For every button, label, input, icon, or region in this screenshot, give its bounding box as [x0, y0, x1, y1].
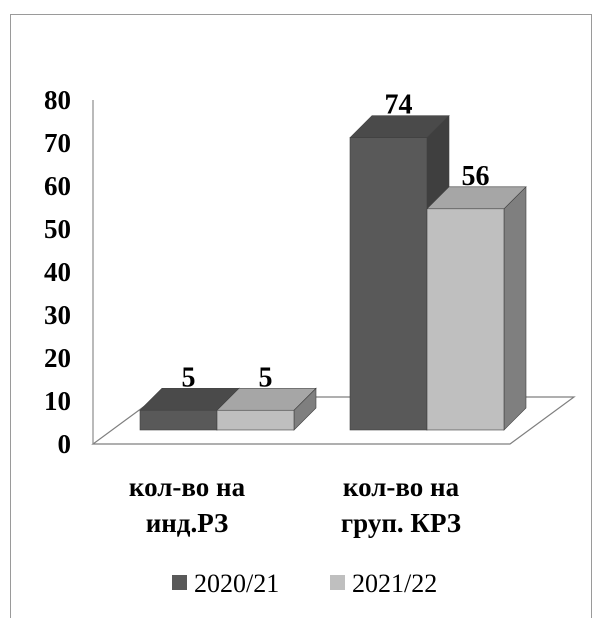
data-labels: 5 5 74 56: [182, 90, 490, 394]
y-tick-label: 0: [58, 429, 72, 459]
y-tick-label: 60: [44, 171, 71, 201]
bar-front: [139, 409, 218, 431]
y-tick-label: 50: [44, 214, 71, 244]
y-tick-label: 40: [44, 257, 71, 287]
bar-front: [426, 208, 505, 431]
bar-front: [349, 137, 428, 431]
y-tick-label: 20: [44, 343, 71, 373]
category-label: кол-во на: [343, 472, 460, 502]
y-tick-label: 70: [44, 128, 71, 158]
bar: [216, 387, 317, 431]
data-label: 5: [182, 362, 196, 393]
legend: 2020/21 2021/22: [172, 569, 437, 598]
data-label: 74: [385, 90, 413, 121]
bar: [426, 186, 527, 431]
bars: [139, 114, 527, 431]
floor-outline: [91, 396, 576, 445]
legend-label: 2020/21: [194, 569, 279, 598]
y-tick-label: 10: [44, 386, 71, 416]
bar-side: [503, 186, 527, 431]
category-labels: кол-во на инд.РЗ кол-во на груп. КРЗ: [129, 472, 461, 538]
legend-swatch: [172, 575, 187, 590]
legend-swatch: [330, 575, 345, 590]
data-label: 5: [259, 362, 273, 393]
category-label: инд.РЗ: [146, 508, 229, 538]
y-tick-label: 80: [44, 85, 71, 115]
data-label: 56: [462, 161, 490, 192]
category-label: груп. КРЗ: [341, 508, 461, 538]
chart-floor: [91, 396, 576, 445]
y-tick-labels: 0 10 20 30 40 50 60 70 80: [44, 85, 71, 459]
category-label: кол-во на: [129, 472, 246, 502]
y-tick-label: 30: [44, 300, 71, 330]
bar-front: [216, 409, 295, 431]
legend-label: 2021/22: [352, 569, 437, 598]
